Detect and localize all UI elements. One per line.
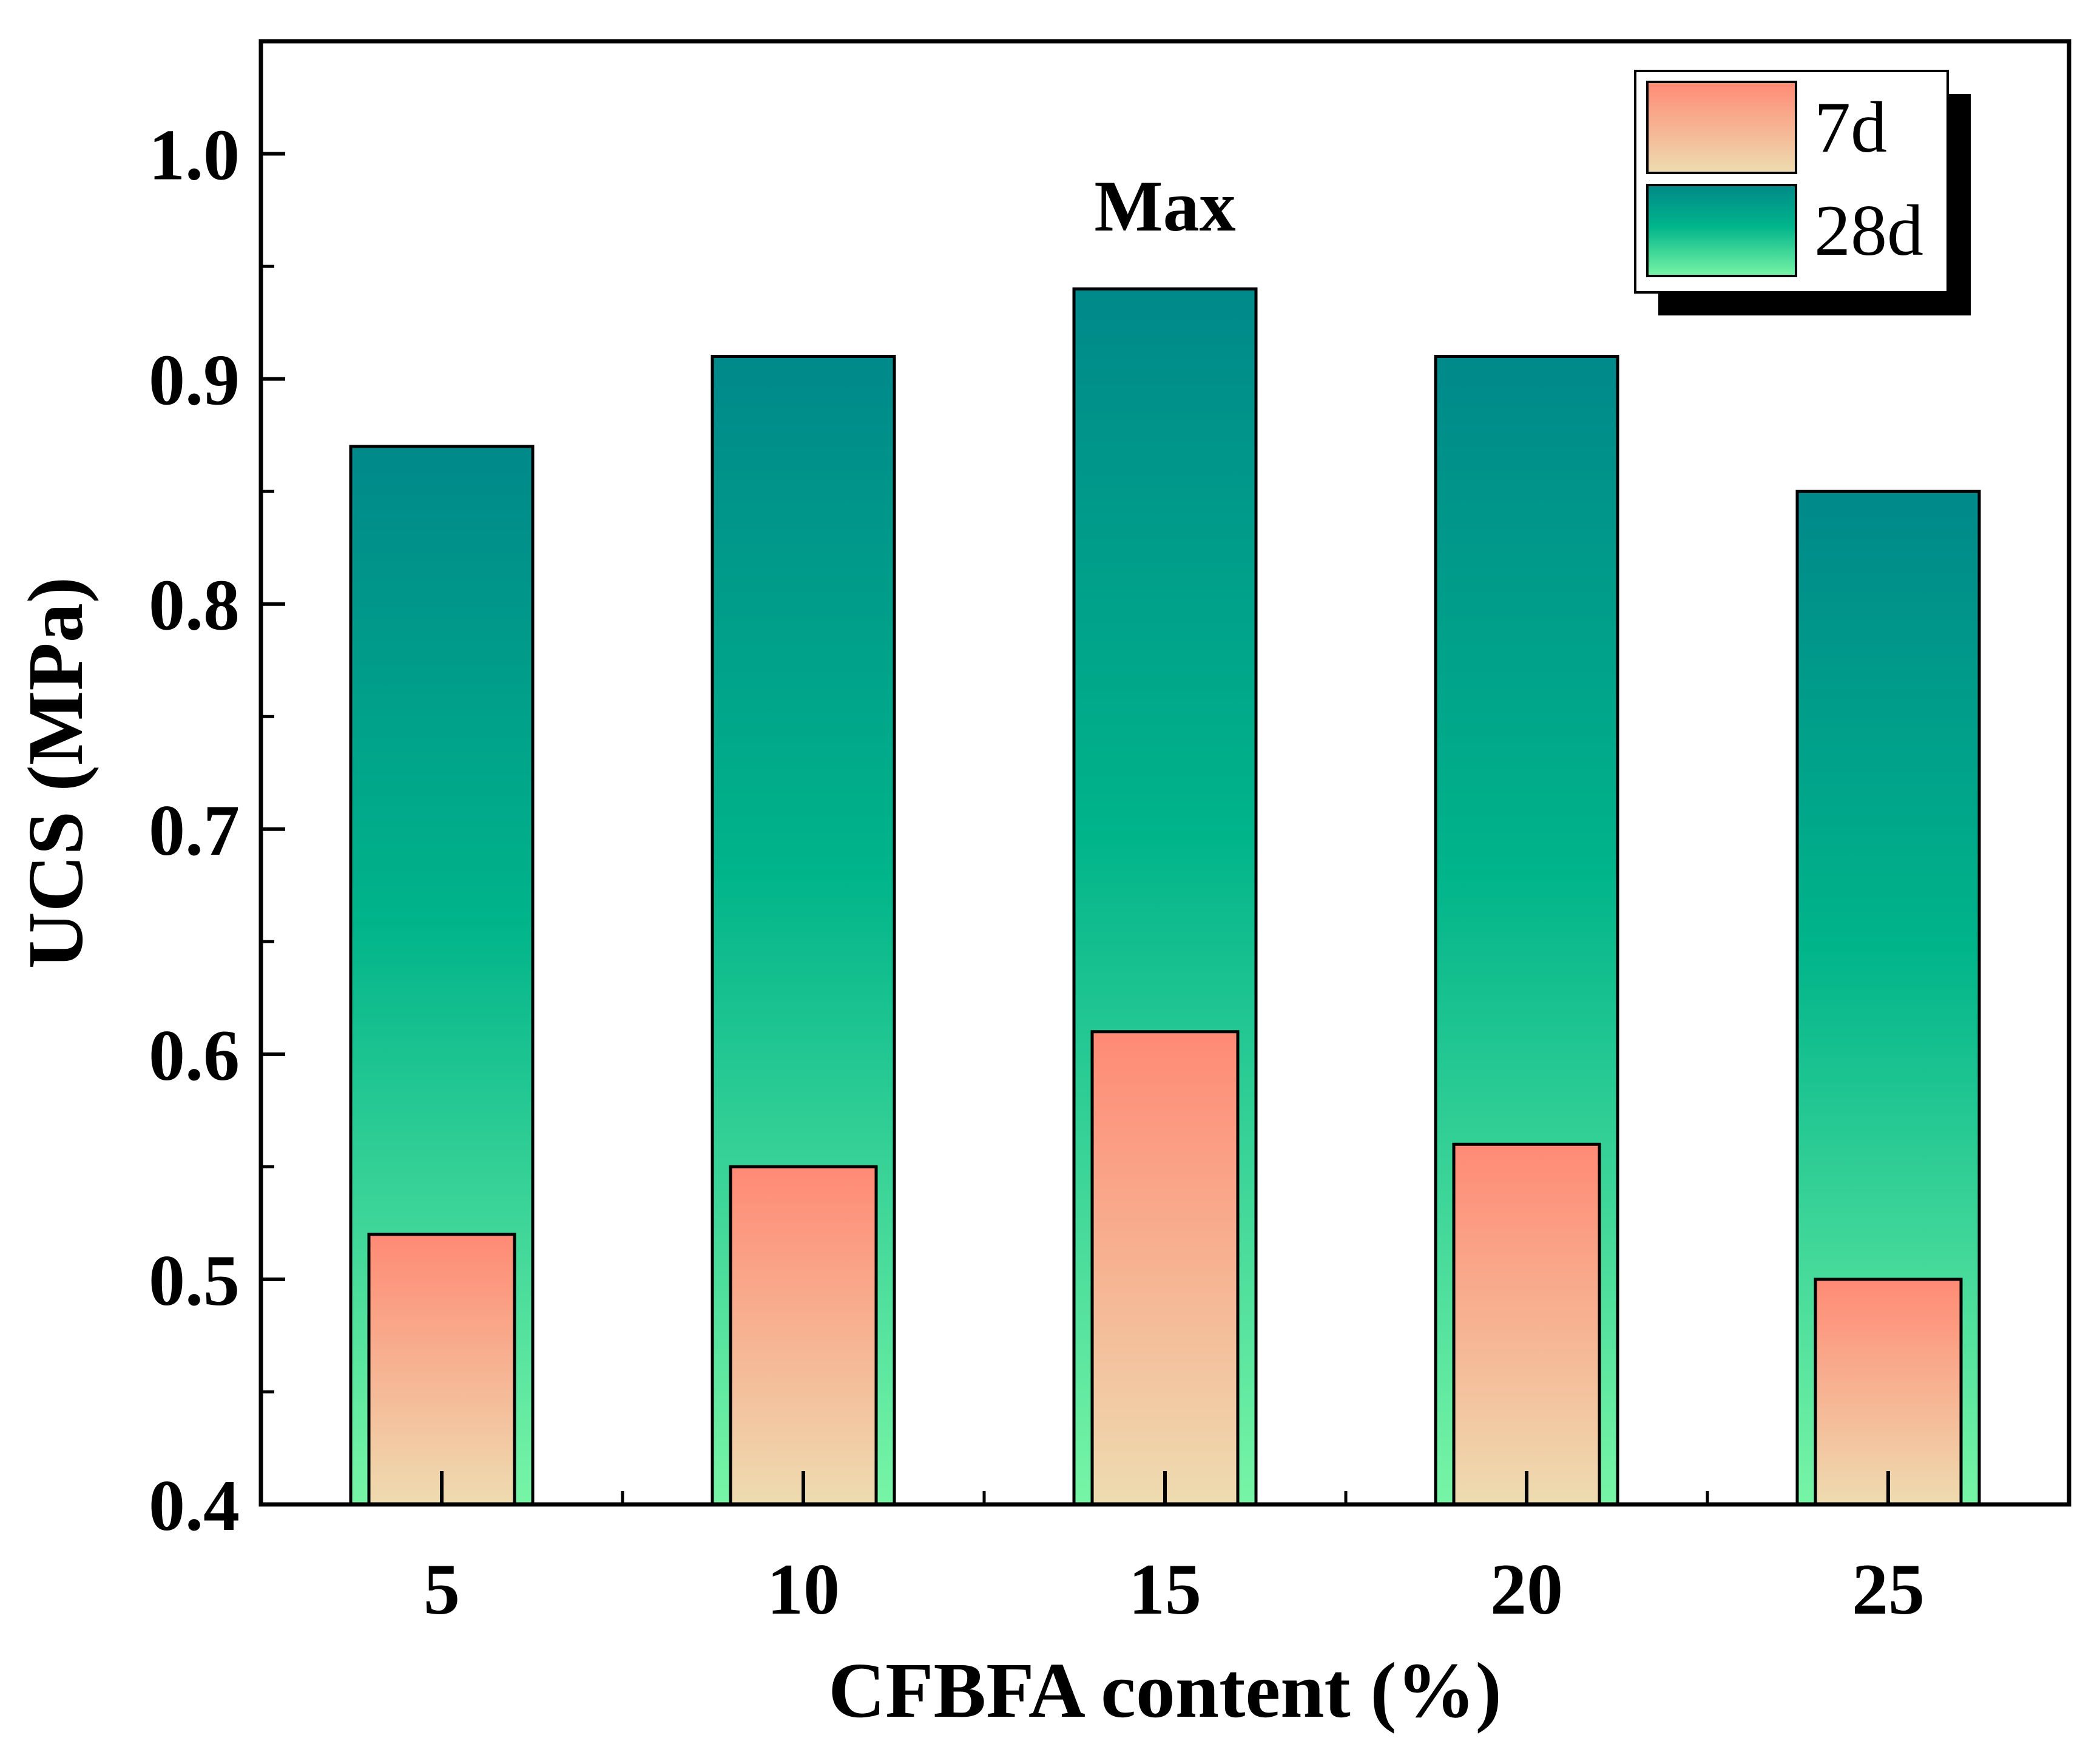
y-tick-label: 0.4 [149, 1465, 240, 1546]
y-tick-label: 0.6 [149, 1015, 240, 1096]
y-tick-label: 0.9 [149, 340, 240, 420]
bar-7d-15 [1090, 1030, 1240, 1506]
legend-swatch-28d [1646, 184, 1797, 277]
y-axis-label: UCS (MPa) [12, 577, 100, 969]
bar-7d-10 [729, 1165, 878, 1506]
y-tick-label: 0.7 [149, 790, 240, 871]
max-annotation: Max [1094, 166, 1235, 246]
y-tick-label: 1.0 [149, 115, 240, 195]
x-axis: 5 10 15 20 25 [424, 1471, 1925, 1629]
series-7d-bars [367, 1030, 1963, 1506]
y-tick-label: 0.5 [149, 1240, 240, 1321]
bar-7d-25 [1814, 1278, 1963, 1506]
x-tick-label: 15 [1129, 1549, 1201, 1629]
legend-label-28d: 28d [1814, 190, 1923, 271]
y-axis: 0.4 0.5 0.6 0.7 0.8 0.9 1.0 [149, 115, 285, 1546]
x-tick-label: 25 [1852, 1549, 1925, 1629]
x-tick-label: 20 [1490, 1549, 1563, 1629]
bar-7d-20 [1452, 1142, 1601, 1506]
legend-swatch-7d [1646, 81, 1797, 174]
x-axis-label: CFBFA content (%) [828, 1647, 1502, 1734]
x-tick-label: 10 [767, 1549, 840, 1629]
x-tick-label: 5 [424, 1549, 460, 1629]
legend-label-7d: 7d [1814, 87, 1887, 167]
y-tick-label: 0.8 [149, 565, 240, 645]
bar-7d-5 [367, 1233, 516, 1506]
legend: 7d 28d [1634, 70, 1971, 315]
